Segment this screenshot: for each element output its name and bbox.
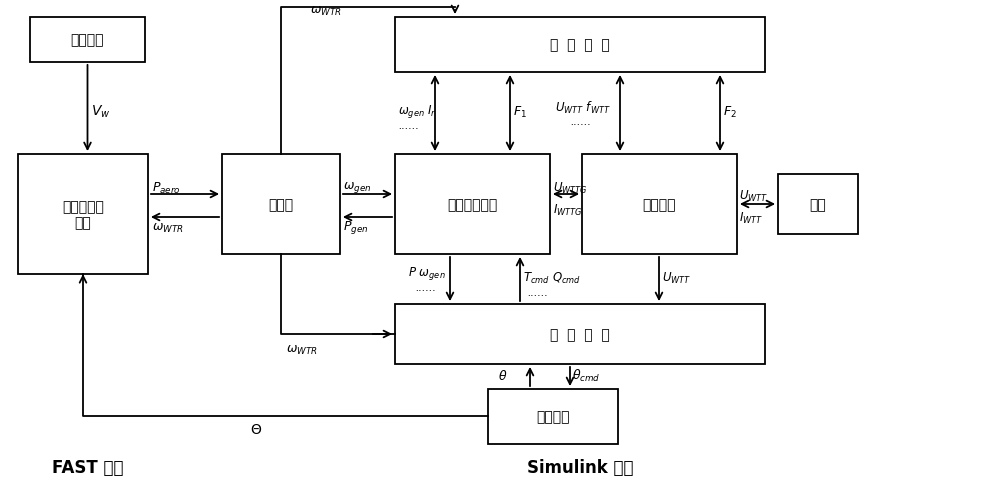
Bar bbox=[488, 389, 618, 444]
Text: $U_{WTT}$: $U_{WTT}$ bbox=[662, 270, 691, 285]
Text: $\omega_{gen}\ I_r$: $\omega_{gen}\ I_r$ bbox=[398, 103, 437, 120]
Text: Simulink 模型: Simulink 模型 bbox=[527, 458, 633, 476]
Text: $\theta_{cmd}$: $\theta_{cmd}$ bbox=[572, 367, 601, 383]
Text: $P\ \omega_{gen}$: $P\ \omega_{gen}$ bbox=[408, 264, 446, 281]
Text: $\Theta$: $\Theta$ bbox=[250, 422, 262, 436]
Bar bbox=[18, 155, 148, 274]
Text: $\omega_{WTR}$: $\omega_{WTR}$ bbox=[152, 221, 184, 234]
Text: $U_{WTT}\ f_{WTT}$: $U_{WTT}\ f_{WTT}$ bbox=[555, 100, 611, 116]
Text: ......: ...... bbox=[570, 117, 591, 127]
Bar bbox=[395, 155, 550, 255]
Text: $U_{WTTG}$: $U_{WTTG}$ bbox=[553, 180, 588, 195]
Bar bbox=[30, 18, 145, 63]
Text: 空气动力学
模块: 空气动力学 模块 bbox=[62, 199, 104, 229]
Bar bbox=[778, 175, 858, 235]
Text: $P_{aero}$: $P_{aero}$ bbox=[152, 180, 181, 195]
Bar bbox=[395, 304, 765, 364]
Text: 控  制  系  统: 控 制 系 统 bbox=[550, 327, 610, 341]
Text: 电网: 电网 bbox=[810, 197, 826, 212]
Text: $\omega_{WTR}$: $\omega_{WTR}$ bbox=[310, 5, 342, 18]
Text: 发电机变流器: 发电机变流器 bbox=[447, 197, 498, 212]
Text: $\omega_{WTR}$: $\omega_{WTR}$ bbox=[286, 343, 318, 356]
Text: $F_2$: $F_2$ bbox=[723, 104, 737, 119]
Text: $U_{WTT}$: $U_{WTT}$ bbox=[739, 188, 768, 203]
Text: 变桨系统: 变桨系统 bbox=[536, 409, 570, 424]
Text: $T_{cmd}\ Q_{cmd}$: $T_{cmd}\ Q_{cmd}$ bbox=[523, 270, 581, 285]
Text: $I_{WTTG}$: $I_{WTTG}$ bbox=[553, 202, 583, 217]
Text: 传动链: 传动链 bbox=[268, 197, 294, 212]
Text: ......: ...... bbox=[415, 283, 436, 292]
Text: $F_1$: $F_1$ bbox=[513, 104, 527, 119]
Text: 电气设备: 电气设备 bbox=[643, 197, 676, 212]
Text: $V_w$: $V_w$ bbox=[91, 104, 110, 120]
Text: FAST 模型: FAST 模型 bbox=[52, 458, 124, 476]
Text: $\theta$: $\theta$ bbox=[498, 368, 507, 382]
Text: ......: ...... bbox=[527, 287, 548, 297]
Text: 保  护  模  块: 保 护 模 块 bbox=[550, 38, 610, 52]
Bar bbox=[395, 18, 765, 73]
Bar bbox=[582, 155, 737, 255]
Bar bbox=[222, 155, 340, 255]
Text: $\omega_{gen}$: $\omega_{gen}$ bbox=[343, 180, 371, 195]
Text: 风速模型: 风速模型 bbox=[71, 33, 104, 47]
Text: ......: ...... bbox=[398, 121, 419, 131]
Text: $I_{WTT}$: $I_{WTT}$ bbox=[739, 210, 763, 225]
Text: $P_{gen}$: $P_{gen}$ bbox=[343, 219, 368, 236]
